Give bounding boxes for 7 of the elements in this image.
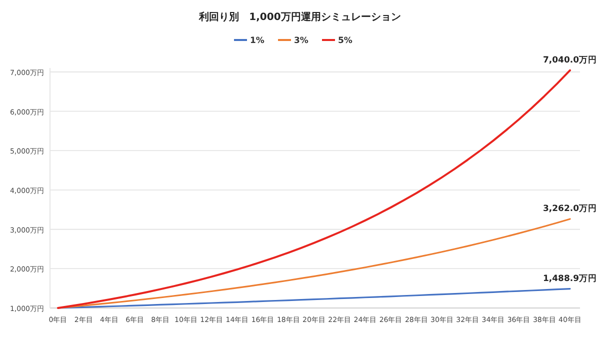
- chart-title: 利回り別 1,000万円運用シミュレーション: [198, 11, 401, 23]
- legend-label: 3%: [294, 36, 309, 46]
- data-label: 7,040.0万円: [542, 54, 598, 66]
- data-label: 1,488.9万円: [542, 272, 598, 284]
- data-label: 3,262.0万円: [542, 203, 598, 214]
- legend-label: 5%: [338, 36, 353, 46]
- legend-label: 1%: [250, 36, 265, 46]
